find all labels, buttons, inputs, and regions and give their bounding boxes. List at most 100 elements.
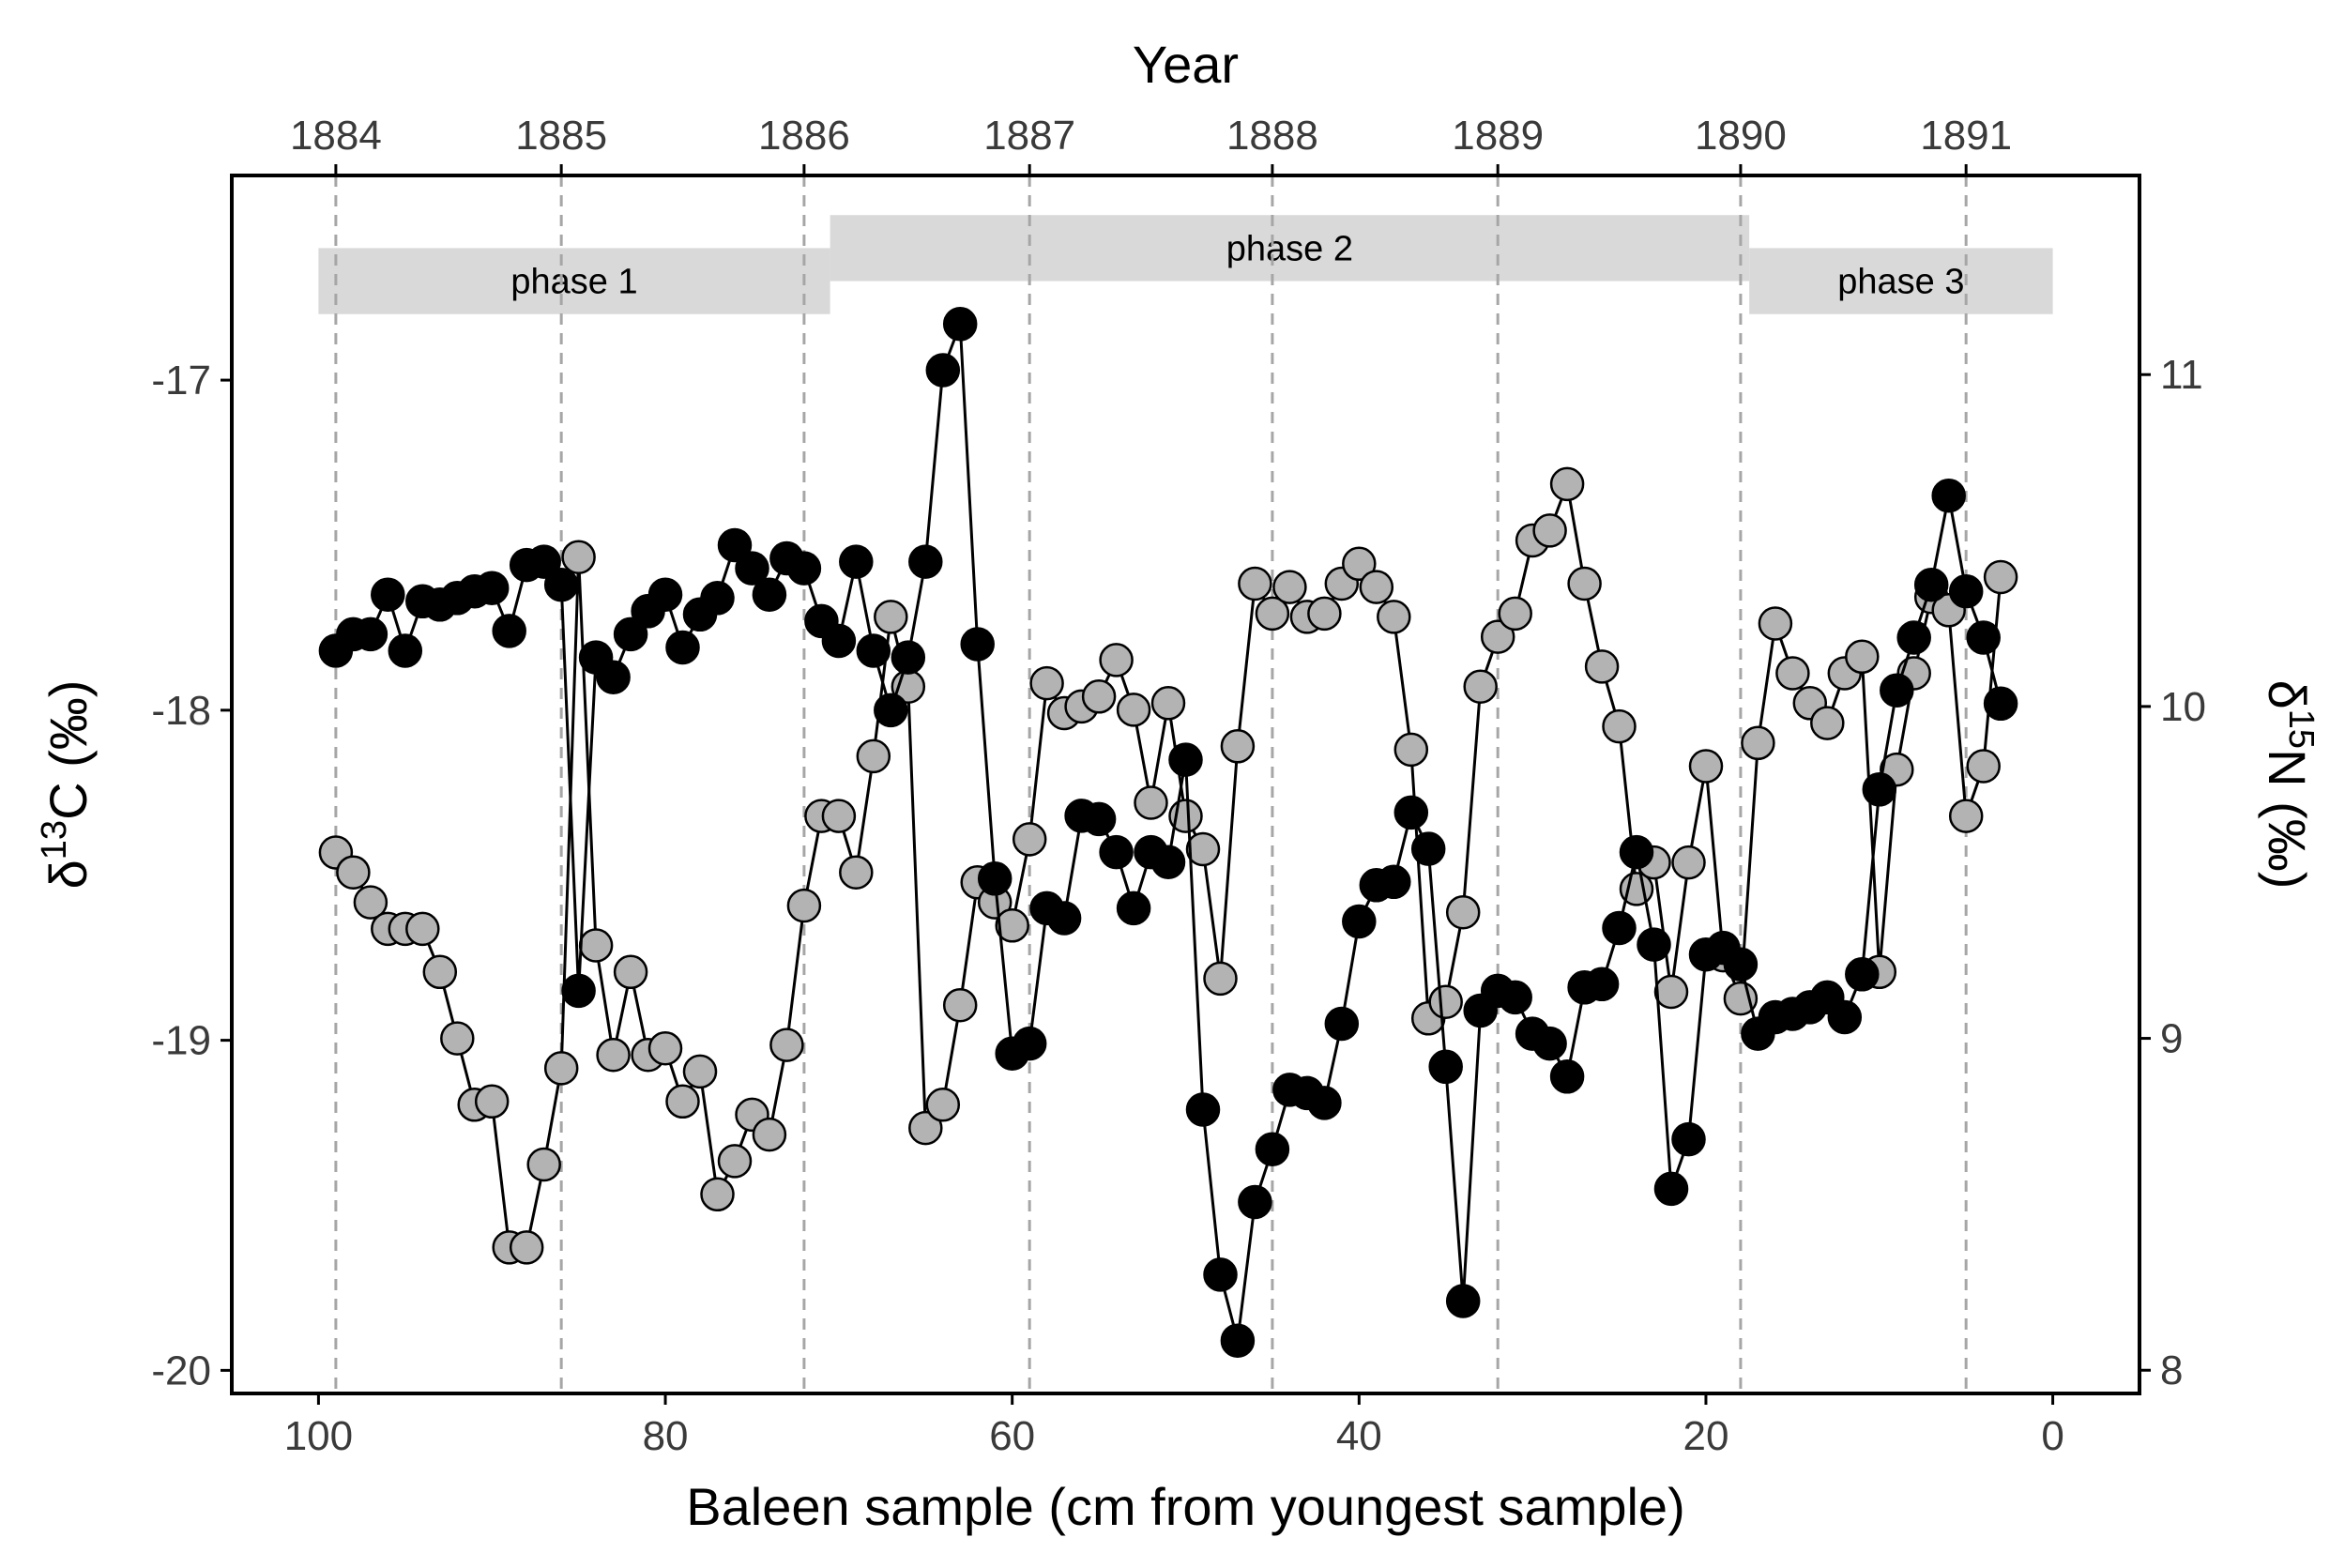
data-point-d15N <box>1653 974 1689 1010</box>
data-point-d13C <box>1880 673 1914 708</box>
phase-band-2 <box>830 215 1750 282</box>
data-point-d13C <box>1150 845 1186 879</box>
data-point-d13C <box>1896 620 1931 655</box>
x-tick-label: 40 <box>1336 1413 1382 1459</box>
year-tick-label: 1889 <box>1452 113 1544 159</box>
phase-label-2: phase 2 <box>1226 229 1353 268</box>
data-point-d13C <box>492 614 526 648</box>
data-point-d13C <box>1220 1323 1256 1358</box>
data-point-d13C <box>1931 478 1966 513</box>
data-point-d15N <box>1845 639 1880 675</box>
data-point-d15N <box>1238 566 1272 601</box>
data-point-d15N <box>1029 665 1064 701</box>
data-point-d15N <box>700 1177 735 1212</box>
year-tick-label: 1886 <box>758 113 850 159</box>
data-point-d13C <box>613 617 648 652</box>
data-point-d15N <box>1377 600 1411 634</box>
data-point-d13C <box>371 577 405 612</box>
data-point-d15N <box>1602 708 1637 744</box>
data-point-d13C <box>1046 901 1082 936</box>
data-point-d13C <box>1428 1049 1463 1085</box>
data-point-d13C <box>474 571 510 605</box>
data-point-d15N <box>336 855 371 890</box>
data-point-d13C <box>1377 864 1411 900</box>
data-point-d15N <box>1983 559 2018 595</box>
y-left-title-symbol: δ <box>38 860 98 889</box>
data-point-d13C <box>1116 891 1151 926</box>
data-point-d15N <box>925 1088 961 1122</box>
data-point-d15N <box>1966 749 2001 784</box>
data-point-d13C <box>752 577 787 612</box>
phase-label-3: phase 3 <box>1837 263 1964 302</box>
data-point-d13C <box>1168 742 1203 777</box>
y-right-tick-label: 10 <box>2160 684 2206 730</box>
data-point-d15N <box>1480 619 1515 654</box>
y-left-axis-title: δ13C (‰) <box>35 680 98 890</box>
data-point-d13C <box>1948 573 1984 609</box>
data-point-d13C <box>647 577 683 612</box>
data-point-d15N <box>1272 570 1307 604</box>
data-point-d15N <box>1549 466 1585 502</box>
data-point-d15N <box>1220 729 1256 764</box>
data-point-d13C <box>1983 686 2018 722</box>
data-point-d15N <box>1428 984 1463 1019</box>
x-tick-label: 60 <box>989 1413 1035 1459</box>
data-point-d15N <box>1116 693 1151 727</box>
data-point-d13C <box>717 527 753 563</box>
data-point-d13C <box>1498 980 1532 1015</box>
y-left-tick-label: -18 <box>151 688 211 734</box>
data-point-d13C <box>839 544 874 579</box>
y-left-tick-label: -20 <box>151 1347 211 1393</box>
data-point-d13C <box>1410 831 1446 866</box>
data-point-d13C <box>908 544 943 579</box>
data-point-d15N <box>1445 894 1481 930</box>
data-point-d13C <box>1081 801 1117 837</box>
y-right-title-rest: N (‰) <box>2258 749 2317 889</box>
data-point-d13C <box>1307 1086 1342 1120</box>
data-point-d15N <box>578 928 614 963</box>
data-point-d13C <box>700 581 735 616</box>
data-point-d15N <box>474 1084 510 1119</box>
x-axis-title: Baleen sample (cm from youngest sample) <box>686 1477 1684 1536</box>
x-tick-label: 100 <box>284 1413 353 1459</box>
data-point-d13C <box>960 627 995 662</box>
data-point-d15N <box>509 1230 544 1265</box>
data-point-d13C <box>874 693 908 728</box>
data-point-d15N <box>1393 732 1429 768</box>
data-point-d15N <box>1012 822 1047 857</box>
data-point-d13C <box>1966 620 2001 655</box>
data-point-d15N <box>874 600 908 634</box>
data-point-d15N <box>1463 669 1498 704</box>
y-left-title-rest: C (‰) <box>38 680 98 820</box>
data-point-d15N <box>682 1054 718 1089</box>
data-point-d15N <box>1203 961 1238 997</box>
year-tick-label: 1891 <box>1920 113 2012 159</box>
x-tick-label: 0 <box>2041 1413 2063 1459</box>
phase-band-3 <box>1749 248 2053 314</box>
data-point-d15N <box>1741 725 1775 761</box>
data-point-d15N <box>665 1084 700 1119</box>
data-point-d15N <box>995 908 1029 943</box>
data-point-d13C <box>1827 999 1863 1035</box>
data-point-d15N <box>1134 785 1168 820</box>
plot-panel-border <box>230 174 2141 1395</box>
y-left-tick-label: -17 <box>151 358 211 403</box>
year-axis-title: Year <box>1133 35 1239 94</box>
data-point-d13C <box>1012 1026 1047 1061</box>
data-point-d15N <box>1584 649 1620 684</box>
data-point-d15N <box>752 1117 787 1152</box>
data-point-d15N <box>769 1028 804 1062</box>
data-point-d15N <box>647 1030 683 1066</box>
data-point-d13C <box>786 551 822 586</box>
data-point-d15N <box>786 888 822 923</box>
phase-bands: phase 1 phase 2 phase 3 <box>318 215 2053 314</box>
data-point-d15N <box>1081 679 1117 714</box>
data-point-d15N <box>405 911 440 947</box>
data-point-d13C <box>856 633 891 668</box>
x-tick-label: 80 <box>643 1413 689 1459</box>
data-point-d15N <box>440 1021 475 1056</box>
data-point-d13C <box>821 623 857 659</box>
